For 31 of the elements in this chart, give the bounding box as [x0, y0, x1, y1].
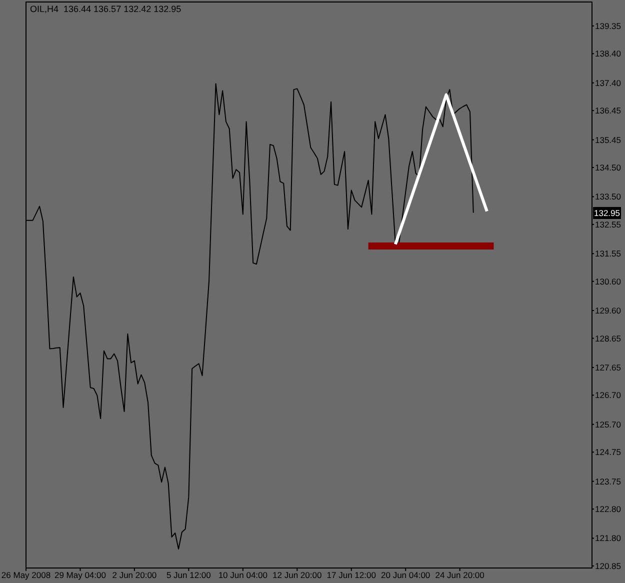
x-tick-label: 12 Jun 20:00: [272, 570, 322, 580]
y-tick-label: 126.70: [595, 390, 622, 400]
y-tick-label: 120.85: [595, 560, 622, 571]
y-tick-label: 128.65: [595, 333, 622, 344]
y-tick-label: 139.35: [595, 20, 622, 31]
y-tick-label: 127.65: [595, 362, 622, 372]
y-tick-label: 121.80: [595, 533, 622, 544]
x-tick-label: 20 Jun 04:00: [381, 570, 430, 580]
y-tick-label: 123.75: [595, 476, 622, 486]
y-tick-label: 134.50: [595, 162, 622, 173]
x-tick-label: 24 Jun 20:00: [435, 570, 485, 580]
x-tick-label: 5 Jun 12:00: [166, 570, 212, 580]
y-tick-label: 124.75: [595, 447, 622, 458]
y-tick-label: 132.55: [595, 219, 622, 230]
y-tick-label: 125.70: [595, 419, 622, 430]
y-tick-label: 130.60: [595, 276, 622, 286]
y-tick-label: 122.80: [595, 504, 622, 514]
y-tick-label: 136.45: [595, 106, 622, 116]
y-tick-label: 131.55: [595, 248, 622, 259]
y-tick-label: 133.50: [595, 192, 622, 202]
y-tick-label: 135.45: [595, 134, 622, 145]
x-tick-label: 26 May 2008: [1, 570, 51, 580]
annotation: 132.95: [593, 206, 621, 219]
y-tick-label: 138.40: [595, 48, 622, 59]
x-tick-label: 17 Jun 12:00: [326, 570, 376, 580]
x-tick-label: 10 Jun 04:00: [218, 570, 268, 580]
y-tick-label: 129.60: [595, 306, 622, 316]
y-tick-label: 137.40: [595, 78, 622, 88]
chart-title: OIL,H4 136.44 136.57 132.42 132.95: [30, 4, 182, 14]
x-tick-label: 2 Jun 20:00: [112, 570, 157, 580]
x-tick-label: 29 May 04:00: [54, 570, 106, 580]
